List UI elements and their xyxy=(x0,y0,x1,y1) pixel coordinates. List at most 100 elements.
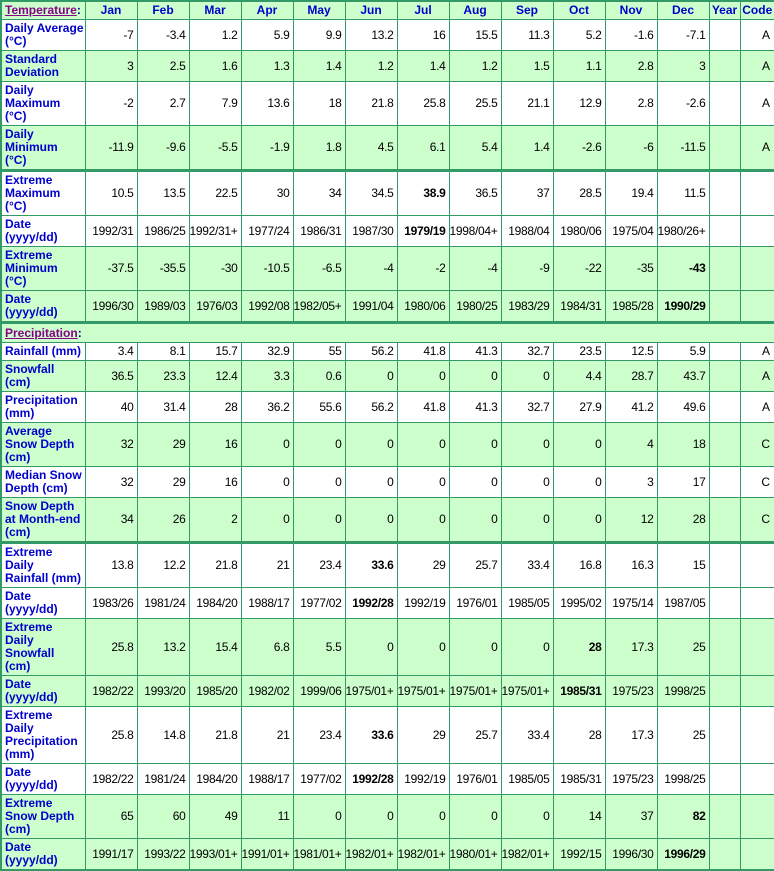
standard-deviation-year xyxy=(708,50,741,82)
rainfall-apr: 32.9 xyxy=(240,342,294,361)
precipitation-link[interactable]: Precipitation xyxy=(5,326,78,340)
extreme-snow-depth-feb: 60 xyxy=(136,794,190,839)
extreme-maximum-mar: 22.5 xyxy=(188,169,242,216)
extreme-minimum-date-year xyxy=(708,290,741,323)
extreme-maximum-date-sep: 1988/04 xyxy=(500,215,554,247)
column-header-jul: Jul xyxy=(396,0,450,20)
extreme-daily-precipitation-date-feb: 1981/24 xyxy=(136,763,190,795)
average-snow-depth-sep: 0 xyxy=(500,422,554,467)
extreme-daily-precipitation-date-may: 1977/02 xyxy=(292,763,346,795)
daily-maximum-apr: 13.6 xyxy=(240,81,294,126)
extreme-minimum-aug: -4 xyxy=(448,246,502,291)
row-label-daily-minimum: Daily Minimum (°C) xyxy=(0,125,86,171)
daily-maximum-aug: 25.5 xyxy=(448,81,502,126)
extreme-snow-depth-date-code xyxy=(739,838,774,871)
precipitation-sep: 32.7 xyxy=(500,391,554,423)
precipitation-may: 55.6 xyxy=(292,391,346,423)
standard-deviation-jan: 3 xyxy=(84,50,138,82)
extreme-daily-rainfall-date-aug: 1976/01 xyxy=(448,587,502,619)
extreme-daily-rainfall-date-feb: 1981/24 xyxy=(136,587,190,619)
snow-depth-month-end-jun: 0 xyxy=(344,497,398,543)
extreme-minimum-date-sep: 1983/29 xyxy=(500,290,554,323)
average-snow-depth-apr: 0 xyxy=(240,422,294,467)
extreme-daily-snowfall-aug: 0 xyxy=(448,618,502,676)
extreme-daily-rainfall-nov: 16.3 xyxy=(604,541,658,588)
extreme-snow-depth-date-aug: 1980/01+ xyxy=(448,838,502,871)
extreme-snow-depth-date-jan: 1991/17 xyxy=(84,838,138,871)
extreme-daily-snowfall-date-nov: 1975/23 xyxy=(604,675,658,707)
extreme-daily-snowfall-date-dec: 1998/25 xyxy=(656,675,710,707)
extreme-minimum-date-nov: 1985/28 xyxy=(604,290,658,323)
column-header-nov: Nov xyxy=(604,0,658,20)
extreme-snow-depth-nov: 37 xyxy=(604,794,658,839)
extreme-daily-snowfall-date-oct: 1985/31 xyxy=(552,675,606,707)
extreme-maximum-date-jan: 1992/31 xyxy=(84,215,138,247)
extreme-maximum-code xyxy=(739,169,774,216)
rainfall-jul: 41.8 xyxy=(396,342,450,361)
row-label-extreme-snow-depth: Extreme Snow Depth (cm) xyxy=(0,794,86,839)
daily-average-jun: 13.2 xyxy=(344,19,398,51)
extreme-maximum-jan: 10.5 xyxy=(84,169,138,216)
snow-depth-month-end-nov: 12 xyxy=(604,497,658,543)
rainfall-sep: 32.7 xyxy=(500,342,554,361)
daily-maximum-jul: 25.8 xyxy=(396,81,450,126)
snowfall-aug: 0 xyxy=(448,360,502,392)
precipitation-dec: 49.6 xyxy=(656,391,710,423)
extreme-daily-precipitation-date-aug: 1976/01 xyxy=(448,763,502,795)
extreme-snow-depth-jul: 0 xyxy=(396,794,450,839)
row-label-median-snow-depth: Median Snow Depth (cm) xyxy=(0,466,86,498)
precipitation-jul: 41.8 xyxy=(396,391,450,423)
extreme-maximum-date-mar: 1992/31+ xyxy=(188,215,242,247)
median-snow-depth-jun: 0 xyxy=(344,466,398,498)
column-header-may: May xyxy=(292,0,346,20)
snowfall-apr: 3.3 xyxy=(240,360,294,392)
temperature-link[interactable]: Temperature xyxy=(5,3,77,17)
extreme-daily-snowfall-code xyxy=(739,618,774,676)
average-snow-depth-dec: 18 xyxy=(656,422,710,467)
extreme-snow-depth-date-sep: 1982/01+ xyxy=(500,838,554,871)
extreme-daily-rainfall-date-mar: 1984/20 xyxy=(188,587,242,619)
extreme-snow-depth-date-jul: 1982/01+ xyxy=(396,838,450,871)
extreme-daily-rainfall-jun: 33.6 xyxy=(344,541,398,588)
extreme-daily-rainfall-date-jun: 1992/28 xyxy=(344,587,398,619)
median-snow-depth-year xyxy=(708,466,741,498)
average-snow-depth-oct: 0 xyxy=(552,422,606,467)
average-snow-depth-nov: 4 xyxy=(604,422,658,467)
extreme-maximum-date-nov: 1975/04 xyxy=(604,215,658,247)
extreme-maximum-date-apr: 1977/24 xyxy=(240,215,294,247)
daily-average-year xyxy=(708,19,741,51)
column-header-jun: Jun xyxy=(344,0,398,20)
extreme-maximum-date-oct: 1980/06 xyxy=(552,215,606,247)
extreme-daily-rainfall-mar: 21.8 xyxy=(188,541,242,588)
extreme-daily-rainfall-dec: 15 xyxy=(656,541,710,588)
table-row-precipitation-section: Precipitation: xyxy=(0,321,774,343)
daily-minimum-sep: 1.4 xyxy=(500,125,554,171)
rainfall-code: A xyxy=(739,342,774,361)
rainfall-mar: 15.7 xyxy=(188,342,242,361)
standard-deviation-sep: 1.5 xyxy=(500,50,554,82)
daily-maximum-feb: 2.7 xyxy=(136,81,190,126)
extreme-snow-depth-date-mar: 1993/01+ xyxy=(188,838,242,871)
extreme-maximum-date-jun: 1987/30 xyxy=(344,215,398,247)
column-header-code: Code xyxy=(739,0,774,20)
extreme-daily-precipitation-date-oct: 1985/31 xyxy=(552,763,606,795)
extreme-daily-snowfall-date-sep: 1975/01+ xyxy=(500,675,554,707)
table-row-daily-average: Daily Average (°C) -7 -3.4 1.2 5.9 9.9 13.2 16 15… xyxy=(0,19,774,51)
extreme-snow-depth-dec: 82 xyxy=(656,794,710,839)
extreme-daily-rainfall-jul: 29 xyxy=(396,541,450,588)
snowfall-may: 0.6 xyxy=(292,360,346,392)
median-snow-depth-oct: 0 xyxy=(552,466,606,498)
extreme-daily-rainfall-oct: 16.8 xyxy=(552,541,606,588)
extreme-daily-precipitation-jan: 25.8 xyxy=(84,706,138,764)
extreme-daily-precipitation-date-code xyxy=(739,763,774,795)
extreme-maximum-oct: 28.5 xyxy=(552,169,606,216)
table-row-daily-minimum: Daily Minimum (°C) -11.9 -9.6 -5.5 -1.9 1.8 4.5 6… xyxy=(0,125,774,171)
extreme-snow-depth-date-jun: 1982/01+ xyxy=(344,838,398,871)
extreme-daily-snowfall-date-mar: 1985/20 xyxy=(188,675,242,707)
row-label-average-snow-depth: Average Snow Depth (cm) xyxy=(0,422,86,467)
extreme-maximum-date-feb: 1986/25 xyxy=(136,215,190,247)
extreme-minimum-nov: -35 xyxy=(604,246,658,291)
snow-depth-month-end-dec: 28 xyxy=(656,497,710,543)
daily-average-jan: -7 xyxy=(84,19,138,51)
average-snow-depth-code: C xyxy=(739,422,774,467)
